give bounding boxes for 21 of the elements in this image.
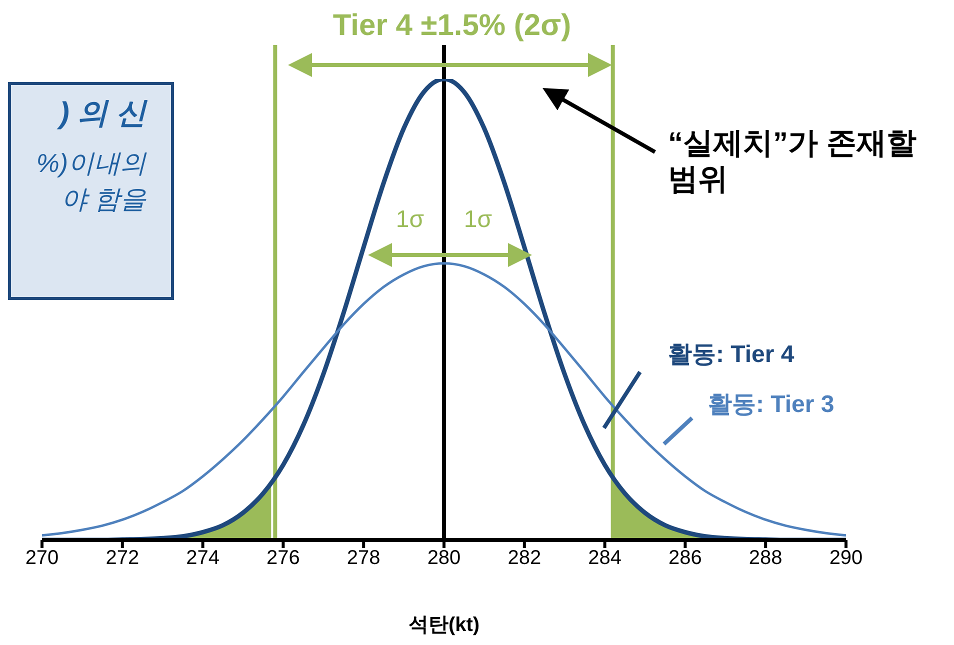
x-tick-label: 290 xyxy=(829,547,863,570)
x-tick-label: 270 xyxy=(25,547,59,570)
x-tick-label: 274 xyxy=(186,547,220,570)
x-axis-title: 석탄(kt) xyxy=(408,614,480,636)
x-tick-label: 284 xyxy=(588,547,622,570)
x-tick-label: 278 xyxy=(346,547,380,570)
annotation: 야 함을 xyxy=(60,184,146,216)
x-tick-label: 282 xyxy=(508,547,542,570)
x-tick-label: 276 xyxy=(266,547,300,570)
annotation: 1σ xyxy=(396,206,424,235)
text: Tier 4 ±1.5% (2σ) xyxy=(332,8,572,44)
text: 활동: Tier 3 xyxy=(708,390,834,420)
annotation: %)이내의 xyxy=(36,148,146,180)
x-tick-label: 280 xyxy=(427,547,461,570)
annotation: 1σ xyxy=(464,206,492,235)
text: 활동: Tier 4 xyxy=(668,340,794,370)
x-tick-label: 272 xyxy=(106,547,140,570)
annotation: ) 의 신 xyxy=(59,96,146,132)
x-tick-label: 286 xyxy=(668,547,702,570)
x-tick-label: 288 xyxy=(748,547,782,570)
annotation: “실제치”가 존재할 범위 xyxy=(668,126,918,198)
